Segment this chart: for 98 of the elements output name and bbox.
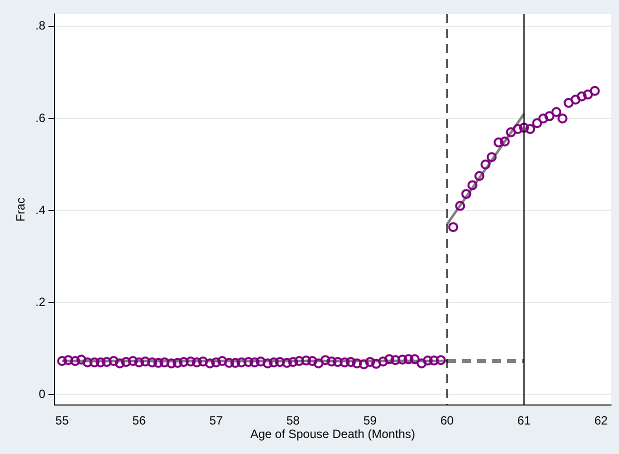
x-tick-label: 61: [517, 414, 532, 428]
point: [340, 357, 350, 368]
point: [384, 354, 394, 364]
point: [519, 122, 530, 133]
point: [159, 357, 170, 368]
point: [102, 356, 112, 367]
point: [76, 354, 86, 365]
y-tick-label: .6: [35, 110, 46, 125]
point: [274, 356, 285, 367]
point: [108, 356, 119, 366]
point: [262, 358, 273, 368]
point: [282, 358, 292, 368]
point: [525, 124, 536, 134]
point: [455, 200, 466, 211]
point: [140, 356, 150, 366]
point: [172, 358, 183, 368]
point: [467, 180, 478, 190]
point: [268, 357, 279, 368]
point: [358, 359, 369, 370]
point: [410, 354, 420, 364]
point: [416, 358, 427, 368]
point: [96, 357, 106, 368]
point: [198, 356, 208, 366]
point: [320, 355, 330, 366]
point: [461, 188, 472, 199]
point: [326, 356, 337, 366]
point: [178, 356, 189, 367]
x-tick-label: 57: [209, 414, 224, 428]
point: [494, 137, 504, 148]
point: [332, 356, 343, 367]
point: [294, 356, 304, 366]
point: [186, 356, 196, 366]
point: [204, 358, 215, 368]
point: [480, 159, 491, 170]
y-tick-label: 0: [38, 386, 46, 401]
point: [352, 358, 362, 368]
point: [576, 91, 587, 102]
point: [371, 358, 382, 369]
y-tick-label: .2: [35, 294, 46, 309]
y-tick-label: .4: [35, 202, 46, 217]
x-tick-label: 60: [440, 414, 454, 428]
point: [70, 356, 80, 366]
point: [153, 358, 164, 368]
point: [512, 124, 523, 134]
point: [486, 152, 497, 162]
point: [346, 356, 356, 367]
point: [89, 357, 100, 368]
y-tick-label: .8: [35, 18, 46, 33]
point: [532, 118, 542, 128]
point: [250, 357, 260, 368]
point: [582, 90, 593, 100]
point: [436, 355, 446, 366]
point: [217, 356, 228, 366]
x-tick-label: 59: [363, 414, 378, 428]
point: [128, 356, 138, 366]
point: [230, 358, 240, 368]
point: [301, 356, 312, 366]
point: [422, 356, 433, 366]
point: [404, 354, 414, 364]
point: [397, 354, 408, 365]
x-axis-title: Age of Spouse Death (Months): [250, 427, 416, 442]
point: [538, 113, 548, 124]
point: [288, 356, 298, 367]
point: [500, 136, 510, 146]
point: [506, 127, 516, 138]
x-tick-label: 58: [286, 414, 300, 428]
point: [448, 222, 458, 232]
point: [365, 356, 376, 367]
point: [243, 356, 254, 367]
point: [390, 355, 400, 366]
point: [166, 358, 176, 368]
point: [428, 356, 439, 366]
point: [564, 98, 574, 108]
x-tick-label: 56: [132, 414, 146, 428]
point: [544, 111, 554, 122]
point: [121, 356, 132, 367]
point: [551, 107, 562, 118]
point: [590, 86, 600, 96]
point: [63, 355, 74, 366]
x-tick-label: 62: [594, 414, 608, 428]
point: [236, 357, 246, 368]
point: [570, 94, 581, 105]
point: [134, 357, 144, 368]
point: [192, 357, 202, 368]
point: [224, 358, 234, 368]
point: [558, 113, 568, 124]
point: [211, 357, 222, 368]
point: [57, 356, 68, 366]
y-axis-title: Frac: [14, 198, 28, 222]
point: [313, 358, 324, 368]
x-tick-label: 55: [55, 414, 70, 428]
point: [307, 356, 318, 366]
point: [114, 358, 125, 368]
point: [82, 357, 93, 368]
point: [378, 356, 388, 366]
point: [147, 357, 158, 368]
point: [256, 356, 266, 366]
point: [474, 171, 484, 182]
